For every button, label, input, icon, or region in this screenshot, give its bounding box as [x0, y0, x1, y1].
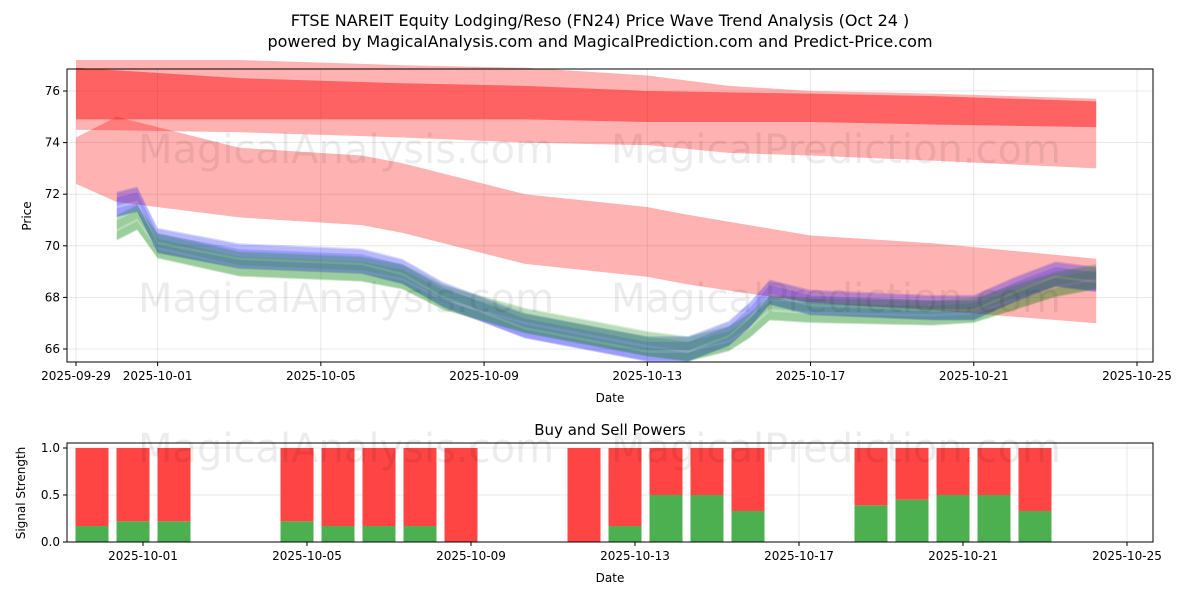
bottom-y-ticks: 0.0 0.5 1.0 — [41, 441, 67, 549]
bottom-x-tick-label: 2025-10-13 — [600, 549, 670, 563]
buy-bar — [1018, 510, 1052, 542]
sell-bar — [444, 448, 478, 542]
top-y-ticks: 66 68 70 72 74 76 — [45, 84, 67, 356]
sell-bar — [854, 448, 888, 506]
buy-bar — [75, 526, 109, 542]
sell-bar — [608, 448, 642, 527]
buy-bar — [690, 495, 724, 542]
bottom-chart-title: Buy and Sell Powers — [534, 421, 686, 439]
buy-bar — [321, 526, 355, 542]
upper-red-band — [76, 60, 1097, 169]
top-y-axis-label: Price — [20, 201, 34, 230]
price-wave-panel: MagicalAnalysis.com MagicalPrediction.co… — [20, 60, 1172, 405]
top-x-tick-label: 2025-10-05 — [286, 369, 356, 383]
top-y-tick-label: 70 — [45, 239, 60, 253]
top-x-axis-label: Date — [596, 391, 625, 405]
sell-bar — [403, 448, 437, 527]
sell-bar — [362, 448, 396, 527]
buy-bar — [157, 521, 191, 542]
bottom-x-tick-label: 2025-10-21 — [928, 549, 998, 563]
sell-bar — [690, 448, 724, 495]
buy-bar — [362, 526, 396, 542]
top-x-tick-label: 2025-10-01 — [123, 369, 193, 383]
bottom-y-tick-label: 1.0 — [41, 441, 60, 455]
bottom-y-tick-label: 0.0 — [41, 535, 60, 549]
bottom-plot-frame — [66, 442, 1154, 543]
top-y-tick-label: 66 — [45, 342, 60, 356]
lower-red-band — [76, 116, 1097, 324]
sell-bar — [321, 448, 355, 527]
top-x-tick-label: 2025-10-17 — [776, 369, 846, 383]
buy-bar — [895, 499, 929, 542]
watermark-prediction-mid: MagicalPrediction.com — [611, 276, 1061, 322]
buy-bar — [649, 495, 683, 542]
bottom-y-axis-label: Signal Strength — [14, 447, 28, 540]
top-x-tick-label: 2025-10-21 — [939, 369, 1009, 383]
top-y-tick-label: 76 — [45, 84, 60, 98]
bottom-x-ticks: 2025-10-01 2025-10-05 2025-10-09 2025-10-13… — [108, 542, 1162, 563]
buy-bar — [403, 526, 437, 542]
chart-title-line1: FTSE NAREIT Equity Lodging/Reso (FN24) P… — [291, 11, 910, 30]
watermark-analysis-top: MagicalAnalysis.com — [138, 127, 554, 173]
top-x-tick-label: 2025-10-13 — [612, 369, 682, 383]
sell-bar — [567, 448, 601, 542]
buy-bar — [731, 510, 765, 542]
top-plot-frame — [66, 68, 1154, 363]
sell-bar — [649, 448, 683, 495]
top-x-tick-label: 2025-10-25 — [1102, 369, 1172, 383]
top-x-tick-label: 2025-10-09 — [449, 369, 519, 383]
watermark-prediction-bottom: MagicalPrediction.com — [611, 426, 1061, 472]
buy-sell-bars — [75, 448, 1052, 542]
buy-bar — [280, 521, 314, 542]
bottom-x-tick-label: 2025-10-01 — [108, 549, 178, 563]
buy-bar — [936, 495, 970, 542]
upper-red-core — [76, 67, 1097, 128]
top-y-tick-label: 72 — [45, 187, 60, 201]
sell-bar — [280, 448, 314, 522]
bottom-x-axis-label: Date — [596, 571, 625, 585]
sell-bar — [116, 448, 150, 522]
top-x-ticks: 2025-09-29 2025-10-01 2025-10-05 2025-10-09… — [41, 362, 1172, 383]
sell-bar — [731, 448, 765, 511]
watermark-analysis-bottom: MagicalAnalysis.com — [138, 426, 554, 472]
watermark-prediction-top: MagicalPrediction.com — [611, 127, 1061, 173]
bottom-x-tick-label: 2025-10-09 — [436, 549, 506, 563]
bottom-y-tick-label: 0.5 — [41, 488, 60, 502]
top-x-tick-label: 2025-09-29 — [41, 369, 111, 383]
bottom-x-tick-label: 2025-10-25 — [1092, 549, 1162, 563]
buy-bar — [116, 521, 150, 542]
buy-bar — [977, 495, 1011, 542]
green-wave-layer — [116, 210, 1097, 362]
sell-bar — [1018, 448, 1052, 511]
sell-bar — [895, 448, 929, 500]
buy-sell-panel: Buy and Sell Powers MagicalAnalysis.com … — [14, 421, 1162, 585]
sell-bar — [977, 448, 1011, 495]
sell-bar — [157, 448, 191, 522]
buy-bar — [854, 505, 888, 542]
watermark-analysis-mid: MagicalAnalysis.com — [138, 276, 554, 322]
price-bands — [76, 60, 1097, 362]
sell-bar — [75, 448, 109, 527]
bottom-x-tick-label: 2025-10-17 — [764, 549, 834, 563]
chart-title-line2: powered by MagicalAnalysis.com and Magic… — [267, 32, 932, 51]
top-y-tick-label: 74 — [45, 136, 60, 150]
top-y-tick-label: 68 — [45, 290, 60, 304]
sell-bar — [936, 448, 970, 495]
bottom-x-tick-label: 2025-10-05 — [272, 549, 342, 563]
green-wave-layer — [116, 204, 1097, 362]
buy-bar — [608, 526, 642, 542]
top-grid — [67, 69, 1153, 362]
